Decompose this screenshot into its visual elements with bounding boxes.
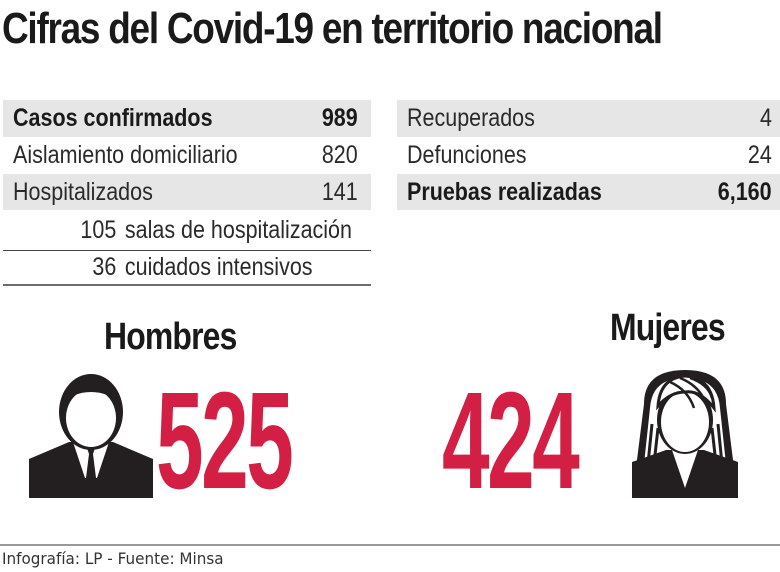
- men-count: 525: [156, 364, 294, 518]
- row-label: Hospitalizados: [13, 177, 153, 206]
- divider: [3, 284, 371, 286]
- table-row-recovered: Recuperados 4: [397, 100, 780, 137]
- table-row-confirmed-cases: Casos confirmados 989: [3, 100, 371, 137]
- cases-table: Casos confirmados 989 Aislamiento domici…: [3, 100, 371, 286]
- source-credit: Infografía: LP - Fuente: Minsa: [2, 549, 224, 568]
- subrow-value: 36: [92, 253, 117, 281]
- row-label: Casos confirmados: [13, 104, 213, 132]
- table-row-hospitalized: Hospitalizados 141: [3, 174, 371, 210]
- row-value: 820: [322, 141, 358, 169]
- row-label: Defunciones: [407, 141, 527, 169]
- row-value: 4: [760, 104, 772, 132]
- row-value: 24: [748, 141, 772, 169]
- table-subrow-wards: 105 salas de hospitalización: [3, 210, 371, 250]
- row-label: Recuperados: [407, 104, 535, 132]
- table-row-deaths: Defunciones 24: [397, 137, 780, 174]
- women-count: 424: [442, 364, 580, 518]
- subrow-value: 105: [80, 215, 117, 244]
- man-icon: [29, 374, 153, 503]
- men-label: Hombres: [104, 316, 237, 358]
- row-value: 989: [322, 104, 358, 132]
- woman-icon: [630, 364, 740, 503]
- outcomes-table: Recuperados 4 Defunciones 24 Pruebas rea…: [397, 100, 780, 210]
- row-value: 141: [322, 177, 358, 206]
- row-value: 6,160: [718, 177, 772, 206]
- table-subrow-icu: 36 cuidados intensivos: [3, 251, 371, 284]
- footer-divider: [0, 544, 780, 546]
- divider: [3, 250, 371, 251]
- row-label: Aislamiento domiciliario: [13, 141, 238, 169]
- subrow-label: cuidados intensivos: [124, 253, 313, 281]
- row-label: Pruebas realizadas: [407, 177, 602, 206]
- subrow-label: salas de hospitalización: [124, 215, 352, 244]
- table-row-home-isolation: Aislamiento domiciliario 820: [3, 137, 371, 174]
- page-title: Cifras del Covid-19 en territorio nacion…: [2, 4, 663, 53]
- women-label: Mujeres: [610, 307, 726, 349]
- table-row-tests: Pruebas realizadas 6,160: [397, 174, 780, 210]
